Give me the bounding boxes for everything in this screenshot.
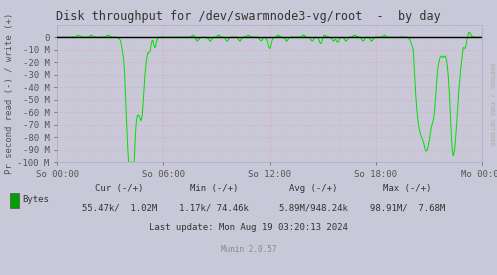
Text: Min (-/+): Min (-/+) xyxy=(189,184,238,193)
Text: Max (-/+): Max (-/+) xyxy=(383,184,432,193)
Text: Munin 2.0.57: Munin 2.0.57 xyxy=(221,245,276,254)
Text: Last update: Mon Aug 19 03:20:13 2024: Last update: Mon Aug 19 03:20:13 2024 xyxy=(149,223,348,232)
Y-axis label: Pr second read (-) / write (+): Pr second read (-) / write (+) xyxy=(5,13,14,174)
Text: 5.89M/948.24k: 5.89M/948.24k xyxy=(278,204,348,212)
Text: Avg (-/+): Avg (-/+) xyxy=(289,184,337,193)
Text: 55.47k/  1.02M: 55.47k/ 1.02M xyxy=(82,204,157,212)
Text: Cur (-/+): Cur (-/+) xyxy=(95,184,144,193)
Text: 1.17k/ 74.46k: 1.17k/ 74.46k xyxy=(179,204,248,212)
Text: Disk throughput for /dev/swarmnode3-vg/root  -  by day: Disk throughput for /dev/swarmnode3-vg/r… xyxy=(56,10,441,23)
Text: RRDTOOL / TOBI OETIKER: RRDTOOL / TOBI OETIKER xyxy=(490,63,495,146)
Text: 98.91M/  7.68M: 98.91M/ 7.68M xyxy=(370,204,445,212)
Text: Bytes: Bytes xyxy=(22,195,49,204)
